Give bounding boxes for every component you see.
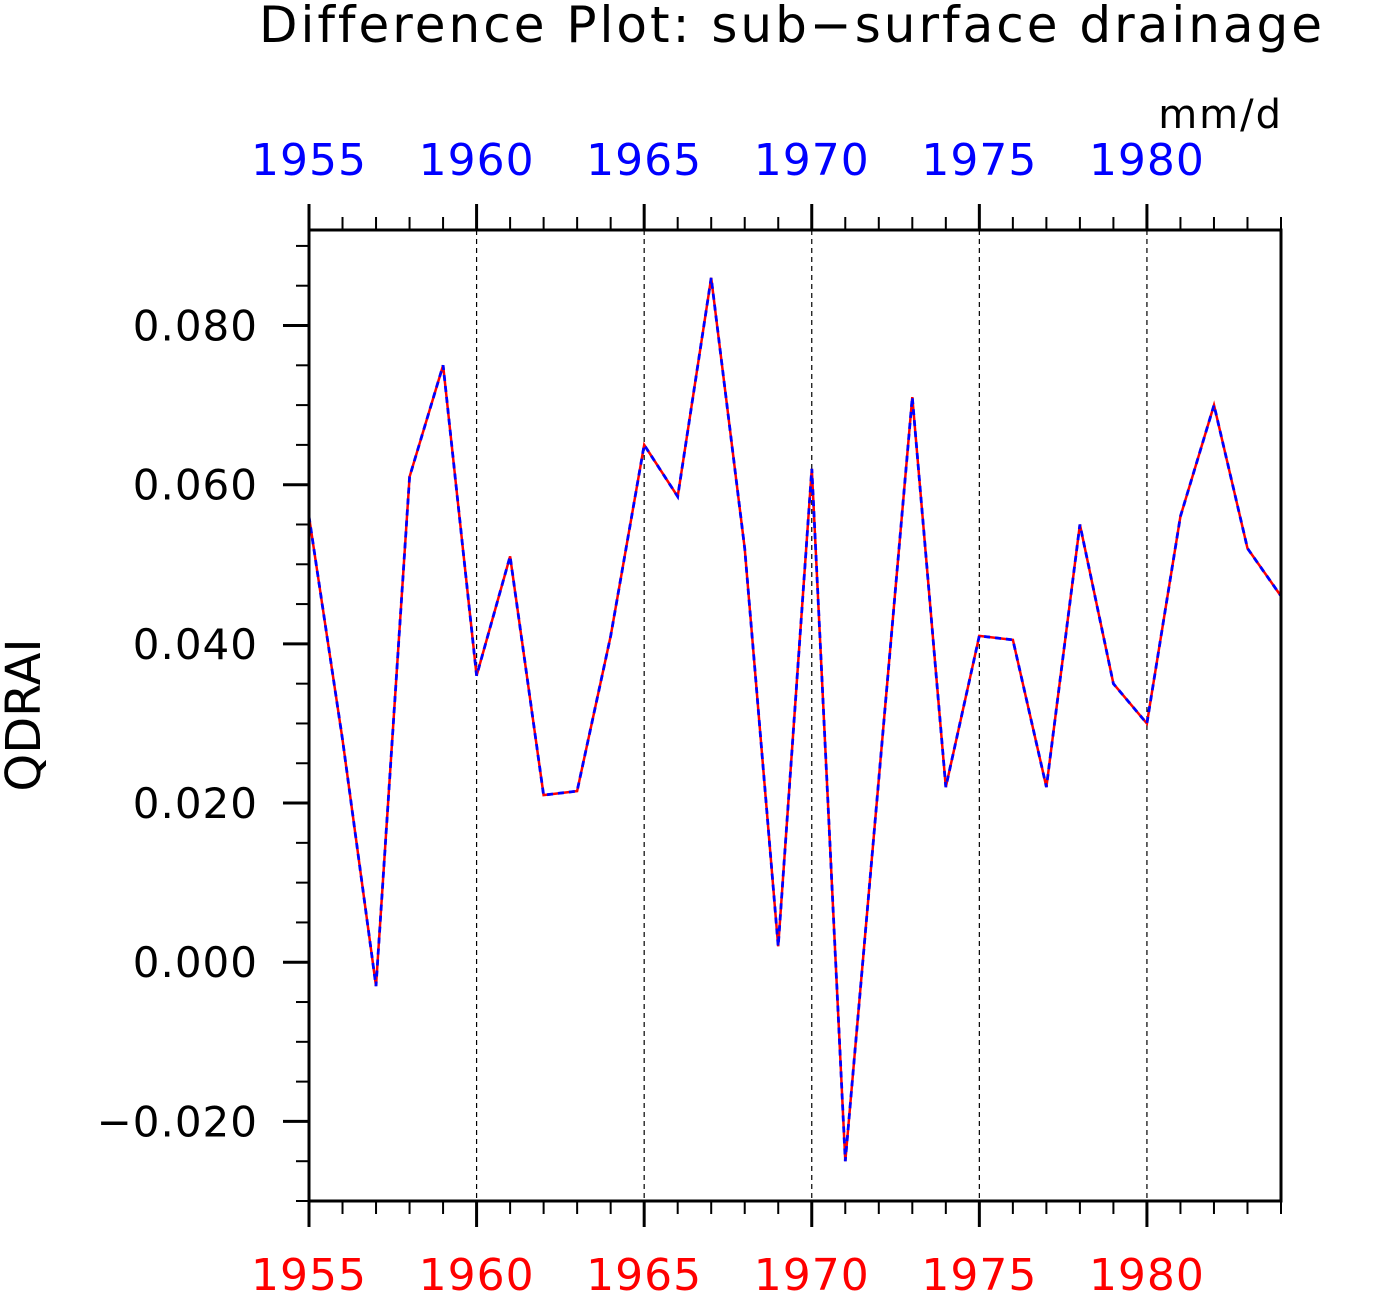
x-tick-label-bottom: 1980: [1089, 1250, 1205, 1293]
x-tick-label-bottom: 1960: [419, 1250, 535, 1293]
series-line-2: [307, 277, 1283, 1162]
x-tick-label-top: 1980: [1089, 135, 1205, 186]
y-tick-label: 0.000: [133, 938, 258, 987]
y-tick-label: 0.080: [133, 302, 258, 351]
y-tick-label: 0.040: [133, 620, 258, 669]
x-tick-label-top: 1975: [921, 135, 1037, 186]
grid-lines: [475, 230, 1148, 1201]
x-tick-label-bottom: 1955: [251, 1250, 367, 1293]
plot-frame: [307, 228, 1283, 1203]
chart-title: Difference Plot: sub−surface drainage: [259, 0, 1325, 54]
x-tick-label-bottom: 1970: [754, 1250, 870, 1293]
x-tick-label-top: 1960: [419, 135, 535, 186]
x-tick-label-bottom: 1965: [586, 1250, 702, 1293]
y-tick-labels: −0.020 0.000 0.020 0.040 0.060 0.080: [97, 302, 258, 1147]
x-tick-labels-bottom: 1955 1960 1965 1970 1975 1980: [251, 1250, 1205, 1293]
axis-ticks: [283, 204, 1282, 1227]
y-axis-label: QDRAI: [0, 638, 52, 791]
x-tick-label-top: 1970: [754, 135, 870, 186]
x-tick-label-top: 1965: [586, 135, 702, 186]
x-tick-label-bottom: 1975: [921, 1250, 1037, 1293]
y-tick-label: 0.020: [133, 779, 258, 828]
y-tick-label: −0.020: [97, 1097, 258, 1146]
units-label: mm/d: [1158, 92, 1283, 138]
y-tick-label: 0.060: [133, 461, 258, 510]
series-lines: [307, 277, 1283, 1162]
x-tick-labels-top: 1955 1960 1965 1970 1975 1980: [251, 135, 1205, 186]
x-tick-label-top: 1955: [251, 135, 367, 186]
